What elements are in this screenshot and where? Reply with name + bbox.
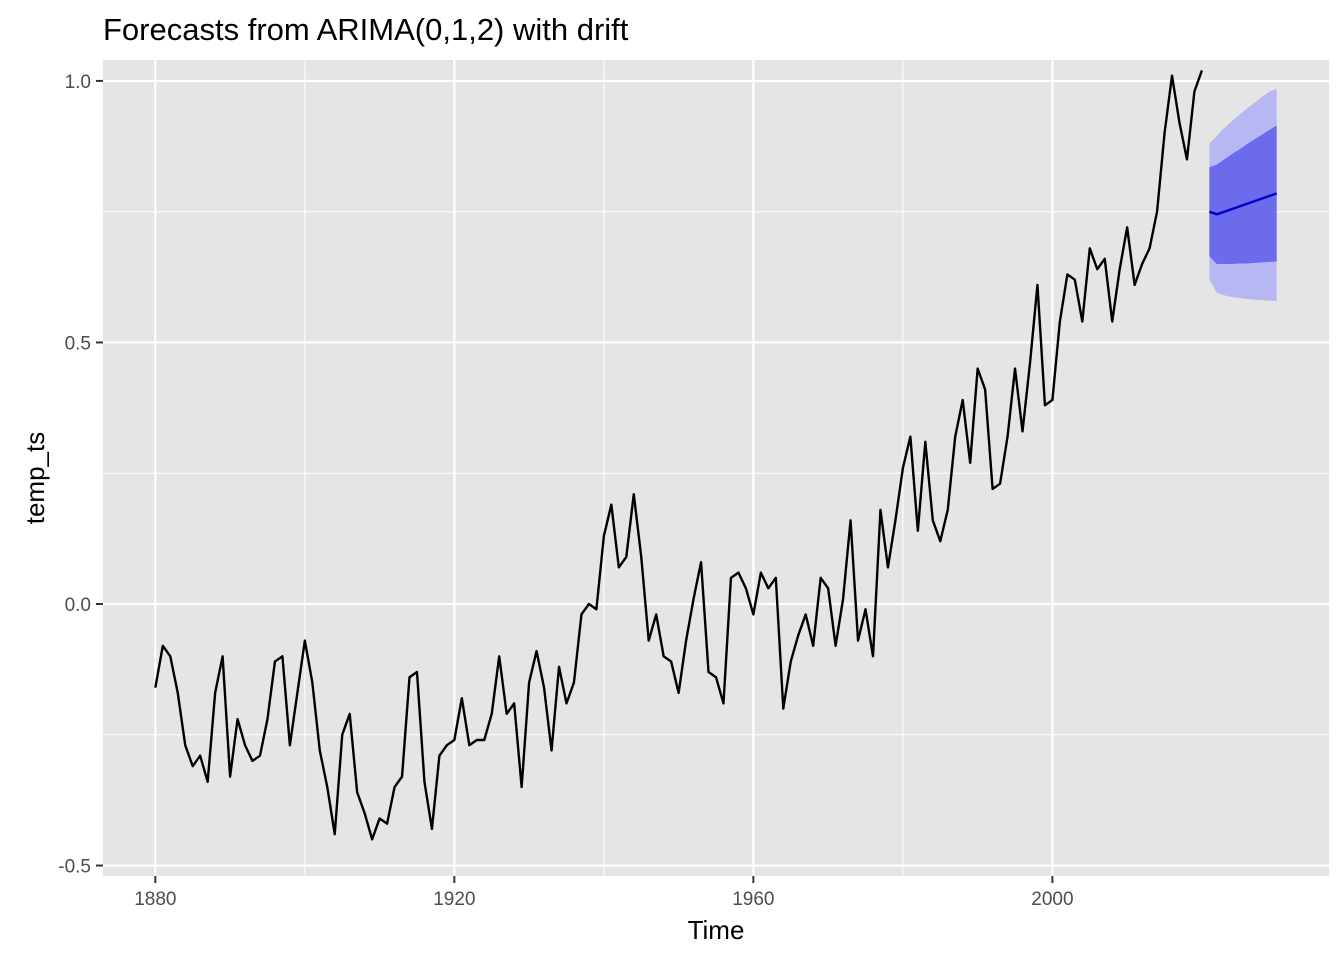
y-tick-label: 0.5 — [65, 333, 91, 354]
plot-panel — [103, 60, 1329, 876]
x-tick-label: 1920 — [433, 889, 475, 910]
chart-title: Forecasts from ARIMA(0,1,2) with drift — [103, 12, 629, 47]
y-tick-label: 1.0 — [65, 72, 91, 93]
prediction-intervals — [1209, 88, 1277, 302]
x-tick-label: 1880 — [134, 889, 176, 910]
y-axis-title: temp_ts — [20, 432, 50, 525]
y-tick-label: 0.0 — [65, 595, 91, 616]
x-axis-title: Time — [688, 915, 745, 945]
x-tick-label: 2000 — [1031, 889, 1073, 910]
series-line — [154, 70, 1204, 841]
x-tick-label: 1960 — [732, 889, 774, 910]
major-gridlines — [103, 60, 1329, 876]
forecast-mean-line — [1208, 192, 1278, 216]
axes: 1880 1920 1960 2000 -0.5 0.0 0.5 1.0 — [58, 72, 1073, 910]
y-tick-label: -0.5 — [58, 857, 91, 878]
prediction-interval-80 — [1209, 125, 1277, 264]
series-lines — [154, 70, 1278, 841]
